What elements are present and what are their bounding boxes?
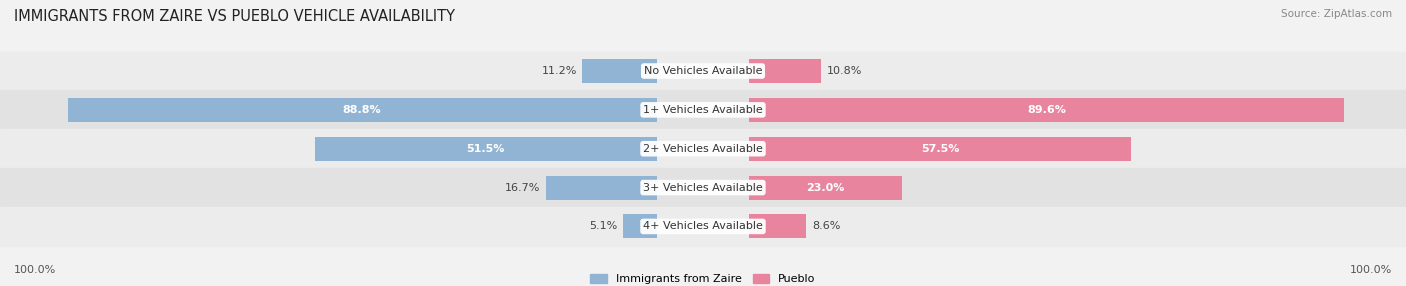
Text: No Vehicles Available: No Vehicles Available bbox=[644, 66, 762, 76]
Text: 11.2%: 11.2% bbox=[541, 66, 576, 76]
Text: 8.6%: 8.6% bbox=[811, 221, 841, 231]
Bar bbox=[749, 137, 1130, 161]
Bar bbox=[0, 51, 1406, 90]
Bar bbox=[749, 176, 903, 200]
Text: 88.8%: 88.8% bbox=[343, 105, 381, 115]
Bar bbox=[749, 98, 1344, 122]
Bar bbox=[749, 214, 807, 239]
Text: 100.0%: 100.0% bbox=[14, 265, 56, 275]
Bar bbox=[623, 214, 657, 239]
Text: 16.7%: 16.7% bbox=[505, 182, 540, 192]
Bar bbox=[0, 207, 1406, 246]
Bar bbox=[749, 59, 821, 83]
Bar bbox=[582, 59, 657, 83]
Text: 3+ Vehicles Available: 3+ Vehicles Available bbox=[643, 182, 763, 192]
Bar bbox=[546, 176, 657, 200]
Text: 1+ Vehicles Available: 1+ Vehicles Available bbox=[643, 105, 763, 115]
Text: 10.8%: 10.8% bbox=[827, 66, 862, 76]
Text: 89.6%: 89.6% bbox=[1028, 105, 1066, 115]
Bar bbox=[315, 137, 657, 161]
Bar bbox=[67, 98, 657, 122]
Bar bbox=[0, 129, 1406, 168]
Bar bbox=[0, 90, 1406, 129]
Text: 5.1%: 5.1% bbox=[589, 221, 617, 231]
Bar bbox=[0, 168, 1406, 207]
Legend: Immigrants from Zaire, Pueblo: Immigrants from Zaire, Pueblo bbox=[591, 274, 815, 284]
Text: 4+ Vehicles Available: 4+ Vehicles Available bbox=[643, 221, 763, 231]
Text: IMMIGRANTS FROM ZAIRE VS PUEBLO VEHICLE AVAILABILITY: IMMIGRANTS FROM ZAIRE VS PUEBLO VEHICLE … bbox=[14, 9, 456, 23]
Text: 57.5%: 57.5% bbox=[921, 144, 959, 154]
Text: 23.0%: 23.0% bbox=[807, 182, 845, 192]
Text: Source: ZipAtlas.com: Source: ZipAtlas.com bbox=[1281, 9, 1392, 19]
Text: 51.5%: 51.5% bbox=[467, 144, 505, 154]
Text: 100.0%: 100.0% bbox=[1350, 265, 1392, 275]
Text: 2+ Vehicles Available: 2+ Vehicles Available bbox=[643, 144, 763, 154]
